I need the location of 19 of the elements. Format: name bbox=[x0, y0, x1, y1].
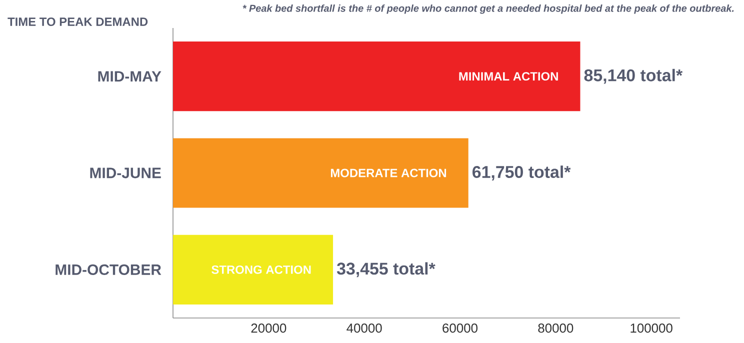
bar bbox=[173, 138, 468, 208]
y-tick-label: MID-OCTOBER bbox=[56, 264, 162, 275]
y-tick-label: MID-JUNE bbox=[90, 168, 161, 178]
data-label: 33,455 total* bbox=[336, 262, 436, 278]
x-tick-label: 60000 bbox=[442, 324, 478, 333]
x-tick-label: 20000 bbox=[251, 324, 286, 333]
x-tick-label: 80000 bbox=[538, 324, 574, 333]
text: * Peak bed shortfall is the # of people who cannot get a needed hospital bed at the peak of the outbreak. bbox=[242, 4, 734, 14]
y-axis-title: TIME TO PEAK DEMAND bbox=[8, 18, 148, 26]
bar bbox=[173, 234, 334, 304]
data-label: 61,750 total* bbox=[472, 166, 571, 180]
annotation: MINIMAL ACTION bbox=[459, 72, 558, 81]
annotation: MODERATE ACTION bbox=[330, 168, 446, 178]
annotation: STRONG ACTION bbox=[212, 265, 311, 274]
data-label: 85,140 total* bbox=[584, 68, 683, 84]
y-tick-label: MID-MAY bbox=[98, 71, 162, 82]
bar bbox=[173, 42, 580, 112]
x-tick-label: 40000 bbox=[346, 324, 382, 333]
x-tick-label: 100000 bbox=[630, 324, 672, 333]
